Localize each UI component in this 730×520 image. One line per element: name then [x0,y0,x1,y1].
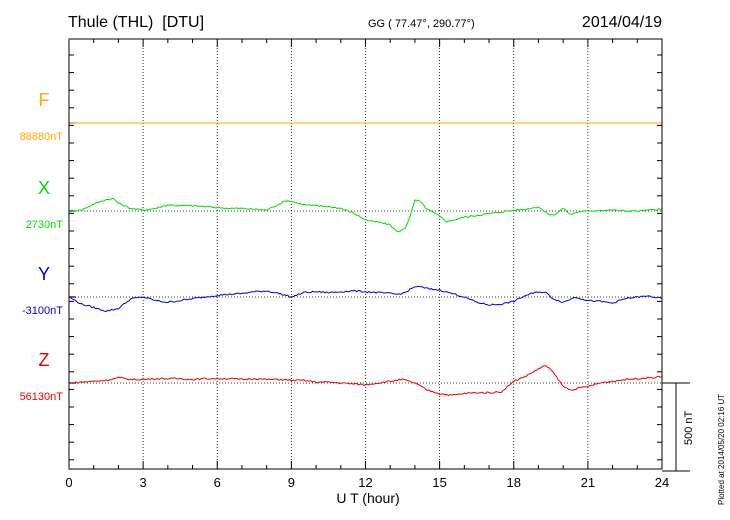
series-baseline-z: 56130nT [20,391,64,403]
plotted-timestamp: Plotted at 2014/05/20 02:16 UT [717,394,726,505]
series-line-y [68,285,663,313]
scale-bar-label: 500 nT [683,410,695,445]
x-tick-label: 0 [65,475,72,490]
series-name-y: Y [38,264,50,284]
plot-frame [68,38,663,470]
grid [142,39,589,469]
series-baseline-x: 2730nT [26,219,64,231]
coordinates: GG ( 77.47°, 290.77°) [368,18,475,30]
x-tick-label: 18 [507,475,521,490]
date-label: 2014/04/19 [582,14,662,31]
x-tick-label: 21 [581,475,595,490]
series-name-x: X [38,178,50,198]
series-line-z [68,365,663,397]
x-tick-label: 24 [655,475,669,490]
baselines: F 88880nT X 2730nT Y -3100nT Z 56130nT [20,90,662,403]
series-name-z: Z [39,350,50,370]
scale-bar: 500 nT [662,382,695,472]
series-line-x [68,197,662,233]
x-tick-label: 12 [358,475,372,490]
series-baseline-f: 88880nT [20,131,64,143]
x-tick-label: 15 [432,475,446,490]
station-title: Thule (THL) [DTU] [68,14,204,31]
x-tick-label: 3 [140,475,147,490]
series-name-f: F [39,90,50,110]
x-tick-label: 9 [288,475,295,490]
x-axis-label: U T (hour) [336,490,399,506]
series-baseline-y: -3100nT [22,305,63,317]
axis-ticks: 0 3 6 9 12 15 18 21 24 [65,39,669,490]
x-tick-label: 6 [214,475,221,490]
series-lines [68,122,663,397]
